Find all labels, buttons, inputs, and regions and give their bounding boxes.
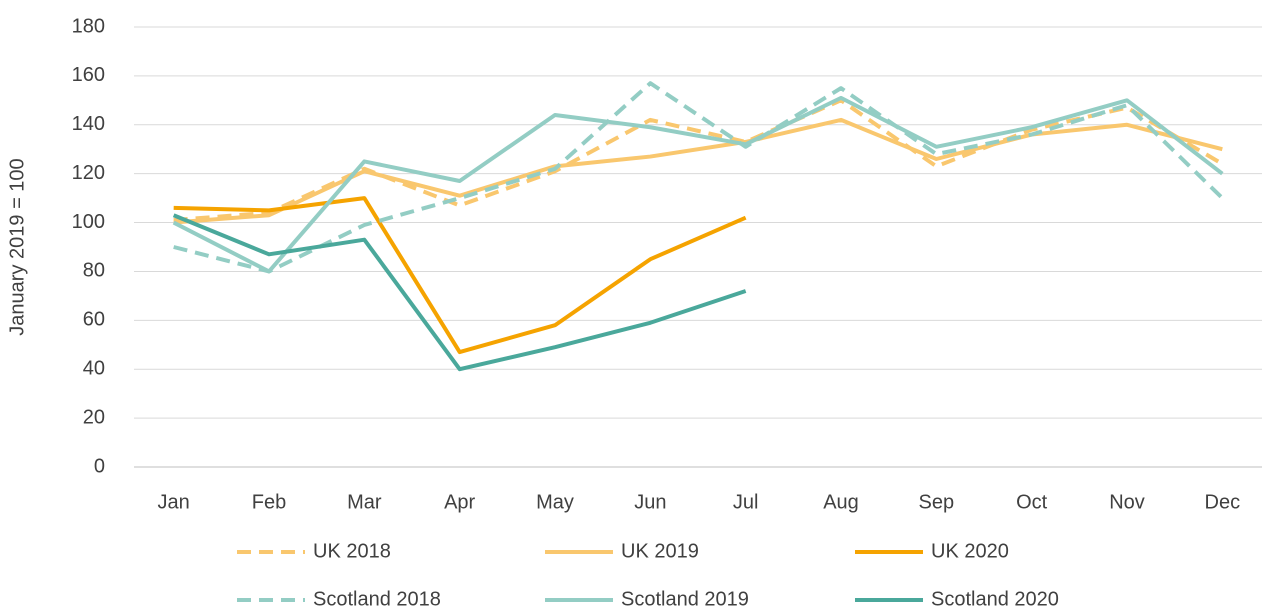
legend-label: Scotland 2020	[931, 588, 1059, 610]
y-tick-label: 180	[72, 15, 105, 37]
x-tick-label: Jan	[158, 491, 190, 513]
y-tick-label: 160	[72, 64, 105, 86]
y-tick-label: 60	[83, 309, 105, 331]
y-tick-label: 40	[83, 358, 105, 380]
legend-label: Scotland 2018	[313, 588, 441, 610]
series-line	[172, 213, 747, 372]
y-tick-label: 120	[72, 162, 105, 184]
legend-label: UK 2019	[621, 540, 699, 562]
x-tick-label: Mar	[347, 491, 382, 513]
y-tick-label: 140	[72, 113, 105, 135]
x-tick-label: Jun	[634, 491, 666, 513]
x-tick-label: Sep	[919, 491, 955, 513]
series-line	[173, 196, 747, 355]
x-tick-label: Nov	[1109, 491, 1145, 513]
series-line	[172, 95, 1224, 274]
y-tick-label: 20	[83, 406, 105, 428]
x-tick-label: Apr	[444, 491, 475, 513]
x-tick-label: Feb	[252, 491, 286, 513]
series-line	[173, 98, 1224, 223]
x-tick-label: May	[536, 491, 574, 513]
series-line	[173, 81, 1224, 274]
y-tick-label: 100	[72, 211, 105, 233]
x-tick-label: Jul	[733, 491, 759, 513]
x-tick-label: Aug	[823, 491, 859, 513]
x-tick-label: Dec	[1205, 491, 1241, 513]
x-tick-label: Oct	[1016, 491, 1048, 513]
legend-label: UK 2018	[313, 540, 391, 562]
legend-label: Scotland 2019	[621, 588, 749, 610]
y-axis-label: January 2019 = 100	[6, 158, 28, 335]
y-tick-label: 80	[83, 260, 105, 282]
legend-label: UK 2020	[931, 540, 1009, 562]
y-tick-label: 0	[94, 455, 105, 477]
